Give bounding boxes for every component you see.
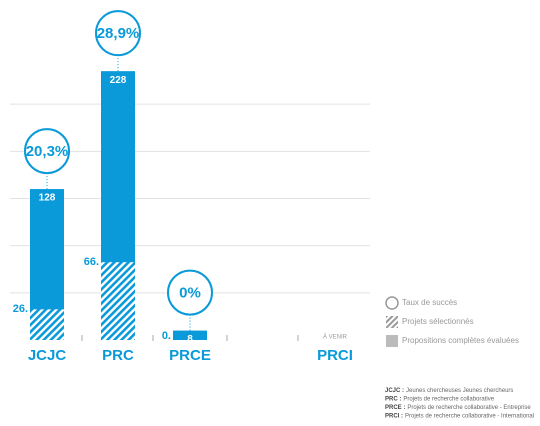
- note-key: JCJC :: [385, 388, 404, 394]
- rate-circle: [24, 128, 70, 175]
- rate-label: 20,3%: [26, 143, 69, 160]
- annotation: À VENIR: [323, 334, 348, 341]
- bar-label: 8: [187, 334, 193, 345]
- bar-hatched: [101, 262, 135, 340]
- bar-hatched: [30, 309, 64, 340]
- rate-circle: [95, 10, 141, 57]
- bar-label: 26.: [13, 303, 28, 315]
- legend-label: Taux de succès: [402, 298, 457, 307]
- x-tick-label: PRC: [102, 347, 134, 364]
- note: PRCE : Projets de recherche collaborative…: [385, 405, 531, 411]
- legend-label: Projets sélectionnés: [402, 317, 474, 326]
- note-text: Projets de recherche collaborative: [403, 396, 494, 402]
- x-tick-label: PRCI: [317, 347, 353, 364]
- bar-label: 228: [110, 75, 127, 86]
- legend-label: Propositions complètes évaluées: [402, 336, 519, 345]
- rate-label: 28,9%: [97, 25, 140, 42]
- bar-label: 128: [39, 193, 56, 204]
- legend-swatch: [385, 296, 399, 310]
- x-tick-label: JCJC: [28, 347, 67, 364]
- rate-circle: [167, 269, 213, 316]
- note: PRCI : Projets de recherche collaborative…: [385, 413, 534, 419]
- legend-swatch: [386, 335, 398, 347]
- bar-label: 66.: [84, 256, 99, 268]
- note-text: Projets de recherche collaborative - Int…: [405, 413, 534, 419]
- note: JCJC : Jeunes chercheuses Jeunes chercheu…: [385, 388, 513, 394]
- note-text: Projets de recherche collaborative - Ent…: [407, 405, 531, 411]
- x-tick-label: PRCE: [169, 347, 211, 364]
- bar: [173, 330, 207, 340]
- note-key: PRC :: [385, 396, 401, 402]
- note-key: PRCE :: [385, 405, 405, 411]
- note: PRC : Projets de recherche collaborative: [385, 396, 495, 402]
- rate-label: 0%: [179, 285, 201, 302]
- note-text: Jeunes chercheuses Jeunes chercheurs: [406, 388, 513, 394]
- note-key: PRCI :: [385, 413, 403, 419]
- legend-swatch: [386, 316, 398, 328]
- bar-label: 0.: [162, 330, 171, 342]
